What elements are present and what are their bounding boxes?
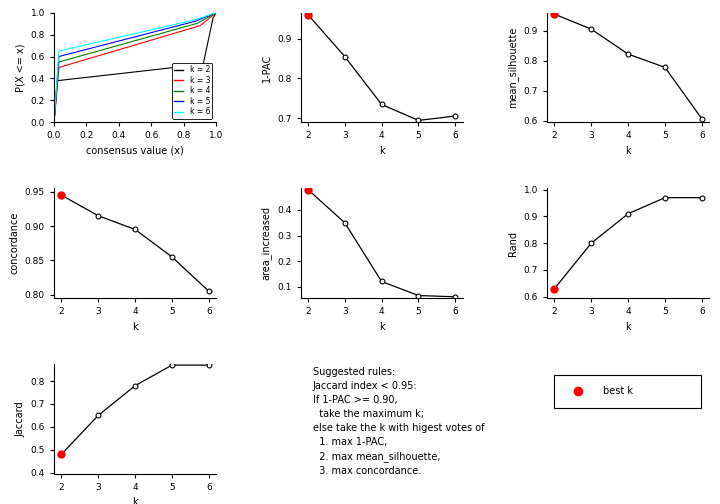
Y-axis label: concordance: concordance <box>9 212 19 274</box>
Text: Suggested rules:
Jaccard index < 0.95:
If 1-PAC >= 0.90,
  take the maximum k;
e: Suggested rules: Jaccard index < 0.95: I… <box>312 367 485 476</box>
X-axis label: k: k <box>625 322 631 332</box>
Y-axis label: 1-PAC: 1-PAC <box>261 53 271 82</box>
Legend: k = 2, k = 3, k = 4, k = 5, k = 6: k = 2, k = 3, k = 4, k = 5, k = 6 <box>172 63 212 118</box>
X-axis label: k: k <box>625 146 631 156</box>
X-axis label: k: k <box>132 497 138 504</box>
X-axis label: k: k <box>132 322 138 332</box>
X-axis label: k: k <box>379 322 384 332</box>
Y-axis label: Rand: Rand <box>508 231 518 256</box>
Y-axis label: area_increased: area_increased <box>261 206 271 280</box>
Y-axis label: Jaccard: Jaccard <box>15 401 25 436</box>
Y-axis label: mean_silhouette: mean_silhouette <box>507 27 518 108</box>
Text: best k: best k <box>603 387 633 397</box>
X-axis label: k: k <box>379 146 384 156</box>
Y-axis label: P(X <= x): P(X <= x) <box>15 43 25 92</box>
X-axis label: consensus value (x): consensus value (x) <box>86 146 184 156</box>
